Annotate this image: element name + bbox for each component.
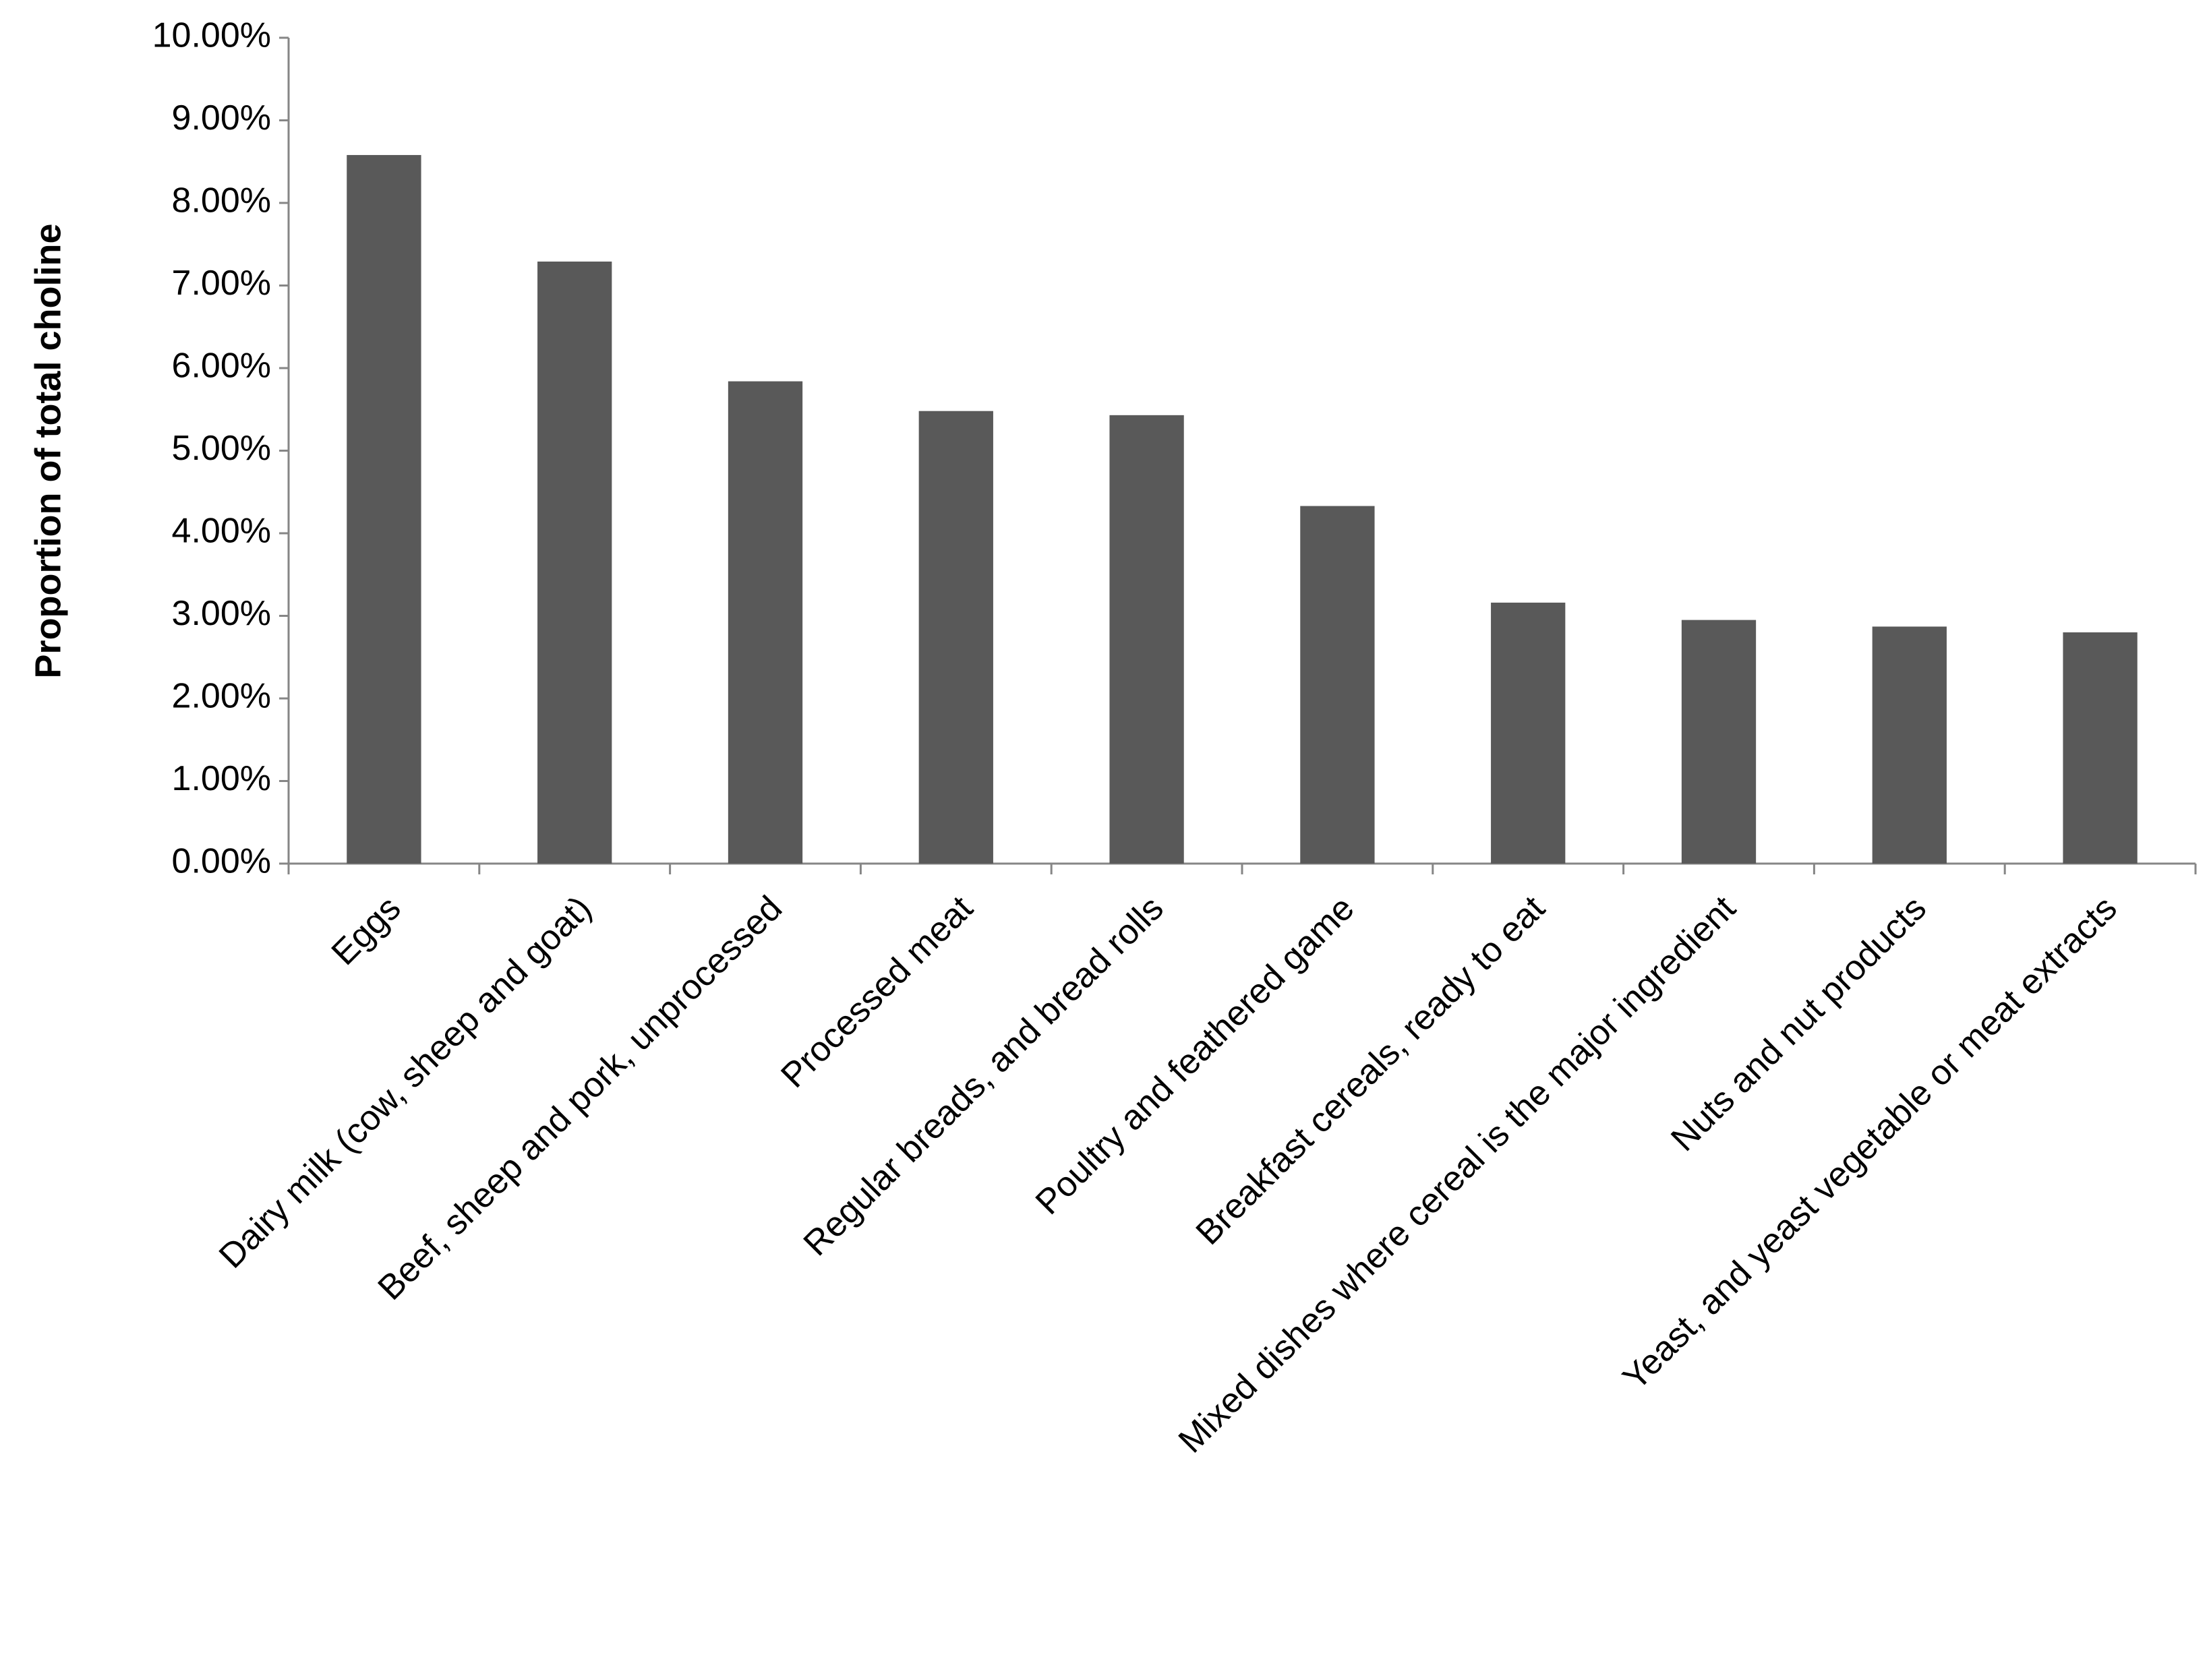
bar — [347, 154, 421, 864]
bar — [1491, 602, 1566, 864]
y-tick-label: 8.00% — [172, 181, 271, 220]
x-tick-label: Breakfast cereals, ready to eat — [1189, 889, 1553, 1253]
bar — [2063, 632, 2138, 864]
y-tick-label: 0.00% — [172, 842, 271, 881]
bar — [918, 411, 993, 864]
y-tick-label: 4.00% — [172, 512, 271, 551]
bar — [537, 261, 612, 864]
bar — [1872, 626, 1947, 864]
x-tick-label: Dairy milk (cow, sheep and goat) — [212, 889, 599, 1276]
x-tick-label: Poultry and feathered game — [1028, 889, 1362, 1222]
y-tick-label: 3.00% — [172, 594, 271, 633]
bar — [728, 381, 803, 864]
x-tick-label: Regular breads, and bread rolls — [796, 889, 1171, 1263]
bar — [1300, 506, 1375, 864]
x-tick-label: Processed meat — [773, 889, 980, 1096]
y-tick-label: 6.00% — [172, 347, 271, 386]
y-tick-label: 5.00% — [172, 429, 271, 468]
y-tick-label: 10.00% — [152, 16, 271, 55]
y-axis-title: Proportion of total choline — [28, 224, 68, 679]
bar — [1681, 620, 1757, 864]
x-tick-label: Beef, sheep and pork, unprocessed — [371, 889, 790, 1308]
y-tick-label: 7.00% — [172, 264, 271, 303]
bar — [1109, 415, 1184, 864]
y-tick-label: 2.00% — [172, 677, 271, 716]
x-tick-label: Eggs — [324, 889, 409, 973]
y-tick-label: 9.00% — [172, 98, 271, 138]
y-tick-label: 1.00% — [172, 759, 271, 798]
